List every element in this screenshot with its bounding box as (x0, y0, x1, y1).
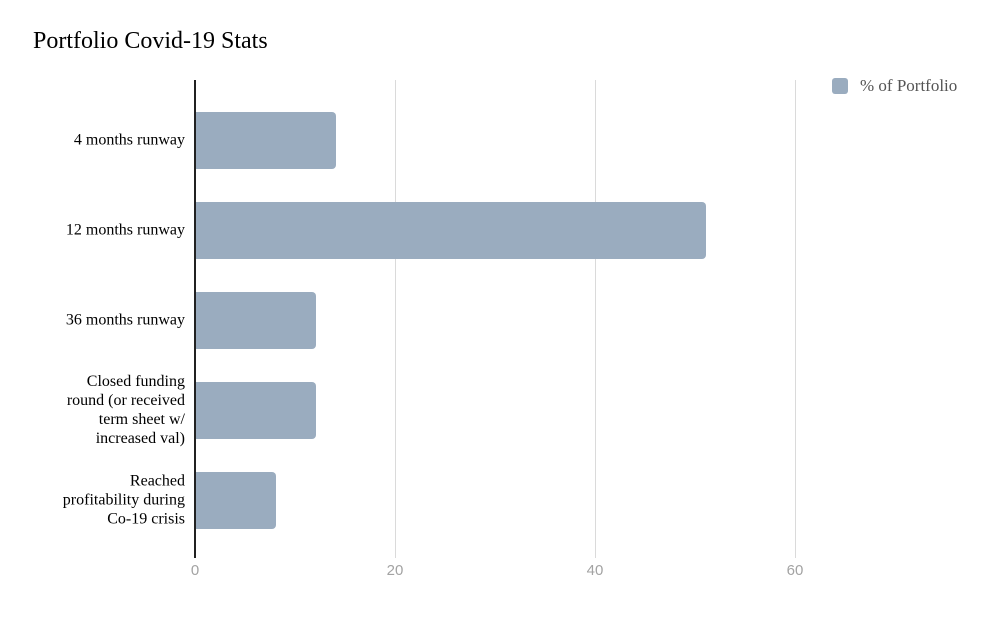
x-tick-label: 60 (786, 562, 804, 579)
category-label: 4 months runway (73, 131, 185, 149)
bar (196, 291, 316, 349)
plot-area: 0 20 40 60 (191, 80, 985, 579)
x-tick-label: 0 (190, 562, 200, 579)
legend-swatch (832, 78, 848, 94)
x-tick-label: 20 (386, 562, 404, 579)
x-tick-label: 40 (586, 562, 604, 579)
category-label: 12 months runway (65, 221, 185, 239)
legend: % of Portfolio (832, 76, 957, 96)
bar (196, 201, 706, 259)
category-label: Reached profitability during Co-19 crisi… (62, 472, 185, 528)
category-labels: 4 months runway 12 months runway 36 months… (0, 0, 185, 618)
bar (196, 111, 336, 169)
chart-title: Portfolio Covid-19 Stats (33, 28, 268, 54)
category-label: 36 months runway (65, 311, 185, 329)
bar (196, 381, 316, 439)
gridline (395, 80, 396, 558)
y-axis-line (194, 80, 196, 558)
bar (196, 471, 276, 529)
gridline (595, 80, 596, 558)
gridline (795, 80, 796, 558)
legend-label: % of Portfolio (860, 76, 958, 95)
category-label: Closed funding round (or received term s… (66, 373, 185, 447)
